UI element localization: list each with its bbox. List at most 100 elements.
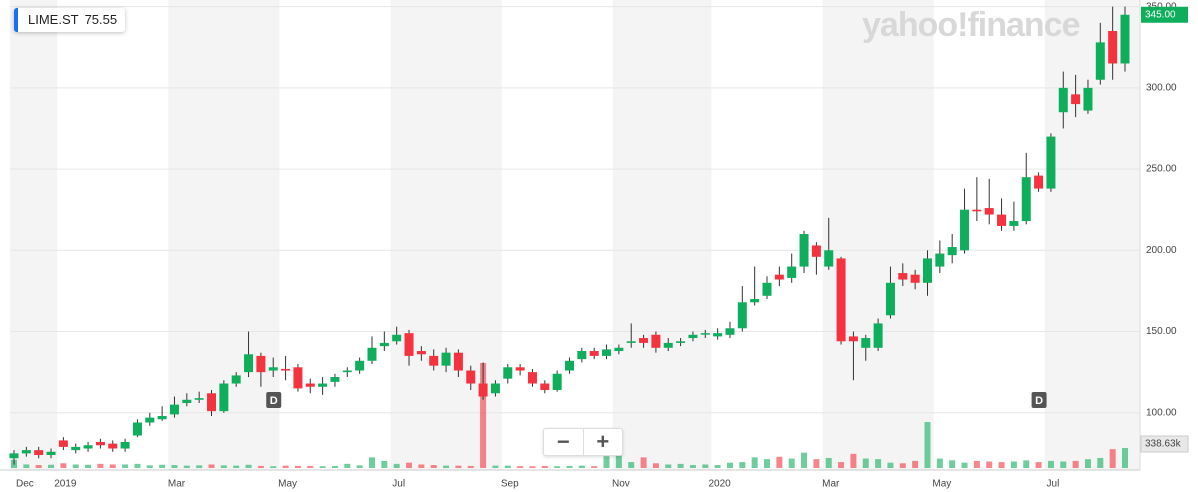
volume-bar [467, 465, 474, 468]
candle-body [219, 383, 229, 412]
y-tick-label: 250.00 [1146, 164, 1177, 175]
candle-body [342, 370, 352, 373]
candle-body [34, 450, 44, 456]
zoom-in[interactable]: + [582, 429, 623, 455]
volume-bar [233, 465, 240, 468]
volume-bar [319, 466, 326, 468]
volume-bar [1060, 461, 1067, 468]
candle-body [305, 383, 315, 387]
volume-bar [949, 460, 956, 468]
volume-bar [850, 453, 857, 468]
candle-body [330, 377, 340, 382]
month-band [612, 0, 712, 470]
candle-body [663, 342, 673, 348]
volume-bar [825, 457, 832, 468]
volume-bar [603, 456, 610, 468]
candle-body [182, 399, 192, 404]
candle-body [540, 383, 550, 391]
zoom-controls: − + [543, 428, 623, 456]
volume-bar [183, 465, 190, 468]
candle-body [984, 208, 994, 215]
volume-bar [764, 459, 771, 468]
volume-bar [652, 463, 659, 468]
candle-body [453, 352, 463, 371]
candle-body [256, 355, 266, 373]
ticker-legend[interactable]: LIME.ST 75.55 [14, 8, 126, 32]
candle-body [1034, 175, 1044, 189]
candle-body [58, 440, 68, 447]
dividend-label: D [1035, 395, 1043, 407]
volume-bar [887, 462, 894, 468]
candle-body [157, 416, 167, 420]
x-tick-label: Nov [612, 479, 630, 490]
volume-bar [1084, 459, 1091, 468]
candle-body [194, 398, 204, 400]
candle-body [552, 373, 562, 391]
candle-body [207, 393, 217, 412]
candle-body [120, 442, 130, 449]
candle-body [639, 338, 649, 343]
volume-bar [35, 465, 42, 468]
zoom-out[interactable]: − [556, 429, 570, 454]
candle-body [737, 302, 747, 329]
candle-body [490, 383, 500, 394]
dividend-label: D [270, 395, 278, 407]
volume-bar [541, 465, 548, 468]
candle-body [848, 336, 858, 342]
volume-bar [801, 452, 808, 468]
volume-bar [788, 458, 795, 468]
volume-bar [1072, 460, 1079, 468]
candle-body [725, 328, 735, 335]
candle-body [651, 334, 661, 348]
x-tick-label: Mar [168, 479, 186, 490]
volume-bar [418, 464, 425, 468]
candle-body [392, 334, 402, 342]
dividend-marker [266, 392, 282, 408]
volume-bar [517, 466, 524, 468]
volume-bar [677, 463, 684, 468]
volume-bar [566, 465, 573, 468]
volume-bar [72, 464, 79, 468]
candle-body [441, 352, 451, 366]
volume-bar [208, 464, 215, 468]
y-tick-label: 100.00 [1146, 407, 1177, 418]
volume-bar [159, 464, 166, 468]
candle-body [46, 451, 56, 456]
volume-bar [961, 462, 968, 468]
volume-bar [665, 464, 672, 468]
volume-bar [146, 465, 153, 468]
candle-body [811, 245, 821, 257]
volume-bar [356, 465, 363, 468]
y-tick-label: 150.00 [1146, 326, 1177, 337]
volume-bar [578, 465, 585, 468]
volume-bar [257, 465, 264, 468]
candle-body [713, 333, 723, 337]
month-band [10, 0, 58, 470]
candle-body [577, 351, 587, 360]
volume-bar [689, 465, 696, 468]
volume-bar [714, 465, 721, 468]
candle-body [589, 351, 599, 356]
candle-body [885, 282, 895, 316]
candle-body [293, 367, 303, 389]
x-tick-label: 2020 [709, 479, 732, 490]
volume-bar [393, 463, 400, 468]
volume-bar [109, 464, 116, 468]
candle-body [997, 214, 1007, 226]
volume-bar [282, 465, 289, 468]
volume-bar [862, 458, 869, 468]
candle-body [466, 370, 476, 384]
candle-body [379, 342, 389, 347]
volume-bar [973, 460, 980, 468]
x-tick-label: May [278, 479, 297, 490]
volume-bar [294, 465, 301, 468]
candle-body [268, 367, 278, 371]
candle-body [922, 258, 932, 283]
x-tick-label: Mar [822, 479, 840, 490]
volume-bar [554, 466, 561, 468]
volume-bar [430, 465, 437, 468]
ticker-price: 75.55 [84, 12, 118, 27]
y-tick-label: 300.00 [1146, 82, 1177, 93]
volume-bar [751, 457, 758, 468]
